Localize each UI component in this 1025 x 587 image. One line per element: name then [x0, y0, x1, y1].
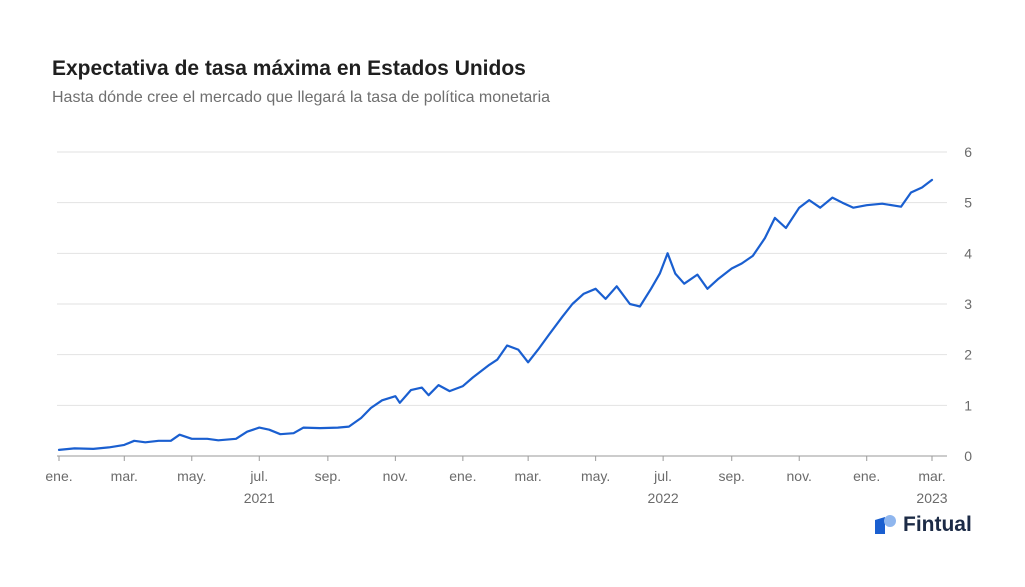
x-tick-label: may. [177, 468, 206, 484]
x-tick-label: sep. [718, 468, 744, 484]
x-tick-label: ene. [853, 468, 880, 484]
x-axis: ene. mar. may. jul. sep. nov. ene. mar. may. jul.… [45, 456, 948, 506]
y-tick-label: 0 [964, 448, 972, 464]
x-tick-label: nov. [383, 468, 408, 484]
x-tick-label: may. [581, 468, 610, 484]
y-tick-label: 2 [964, 347, 972, 363]
series-line-0 [57, 178, 934, 451]
chart-subtitle: Hasta dónde cree el mercado que llegará … [52, 89, 551, 106]
chart-title: Expectativa de tasa máxima en Estados Un… [52, 57, 526, 80]
x-tick-label: mar. [111, 468, 138, 484]
x-tick-label: jul. [653, 468, 672, 484]
x-tick-label: mar. [515, 468, 542, 484]
x-year-label: 2022 [648, 490, 679, 506]
brand-name: Fintual [903, 513, 972, 536]
x-year-label: 2023 [916, 490, 947, 506]
fintual-logo-icon [875, 515, 896, 534]
x-tick-label: nov. [787, 468, 812, 484]
y-axis: 0 1 2 3 4 5 6 [964, 144, 972, 464]
x-year-label: 2021 [244, 490, 275, 506]
y-tick-label: 1 [964, 397, 972, 413]
x-tick-label: sep. [315, 468, 341, 484]
y-tick-label: 4 [964, 245, 972, 261]
x-tick-label: mar. [918, 468, 945, 484]
x-tick-label: ene. [449, 468, 476, 484]
brand: Fintual [873, 513, 972, 537]
series-layer [57, 178, 934, 451]
x-tick-label: ene. [45, 468, 72, 484]
y-tick-label: 6 [964, 144, 972, 160]
x-tick-label: jul. [249, 468, 268, 484]
y-tick-label: 3 [964, 296, 972, 312]
grid-layer [57, 151, 947, 457]
y-tick-label: 5 [964, 195, 972, 211]
